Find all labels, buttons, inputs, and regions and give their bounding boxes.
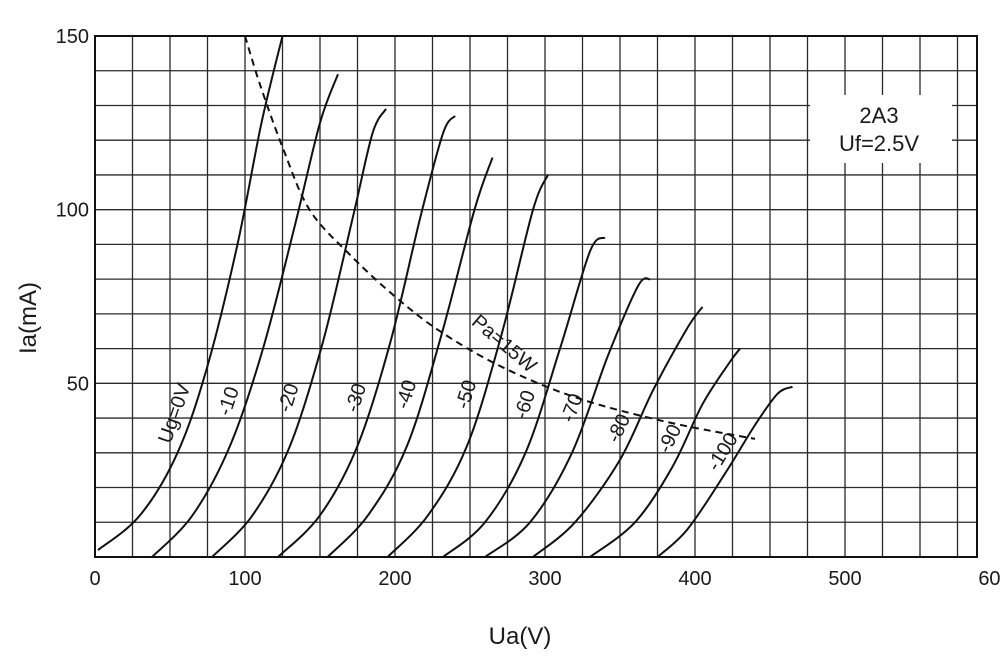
curve-labels: Ug=0V -10 -20 -30 -40 -50 -60 -70-80 -90 -100 [154,378,742,475]
curve-label: -30 [341,381,371,415]
grid-voltage-curve [97,35,284,551]
annotations: Pa=15W [244,35,756,440]
x-tick-labels: 0 100 200 300 400 500 600 [89,568,1000,590]
plate-curves [97,35,793,558]
grid-voltage-curve [589,347,741,558]
x-tick-label: 600 [978,568,1000,590]
plot-frame [94,35,978,558]
grid-voltage-curve [656,385,793,558]
curve-label: -50 [452,378,482,412]
x-tick-label: 400 [678,568,711,590]
y-axis-label: Ia(mA) [15,282,42,354]
plate-dissipation-curve [244,35,756,440]
legend-box: 2A3 Uf=2.5V [810,95,952,163]
x-tick-label: 100 [228,568,261,590]
curve-label: Ug=0V [154,380,195,446]
y-tick-label: 100 [56,200,89,222]
grid-voltage-curve [277,115,456,558]
curve-label: -10 [214,384,244,418]
y-tick-label: 50 [67,373,89,395]
tube-name: 2A3 [859,103,898,128]
grid-voltage-curve [442,236,606,558]
x-tick-label: 300 [528,568,561,590]
grid-voltage-curve [386,174,549,558]
x-axis-label: Ua(V) [489,623,552,650]
grid-voltage-curve [532,306,704,558]
y-tick-label: 150 [56,26,89,48]
curve-label: -40 [392,378,422,412]
y-tick-labels: 50 100 150 [56,26,89,395]
grid-voltage-curve [151,73,339,558]
filament-voltage: Uf=2.5V [839,131,919,156]
grid-voltage-curve [326,157,494,558]
x-tick-label: 0 [89,568,100,590]
x-tick-label: 200 [378,568,411,590]
grid-voltage-curve [211,108,387,558]
grid-voltage-curve [484,277,651,558]
curve-label: -20 [274,381,304,415]
curve-label: -60 [510,388,540,422]
x-tick-label: 500 [828,568,861,590]
